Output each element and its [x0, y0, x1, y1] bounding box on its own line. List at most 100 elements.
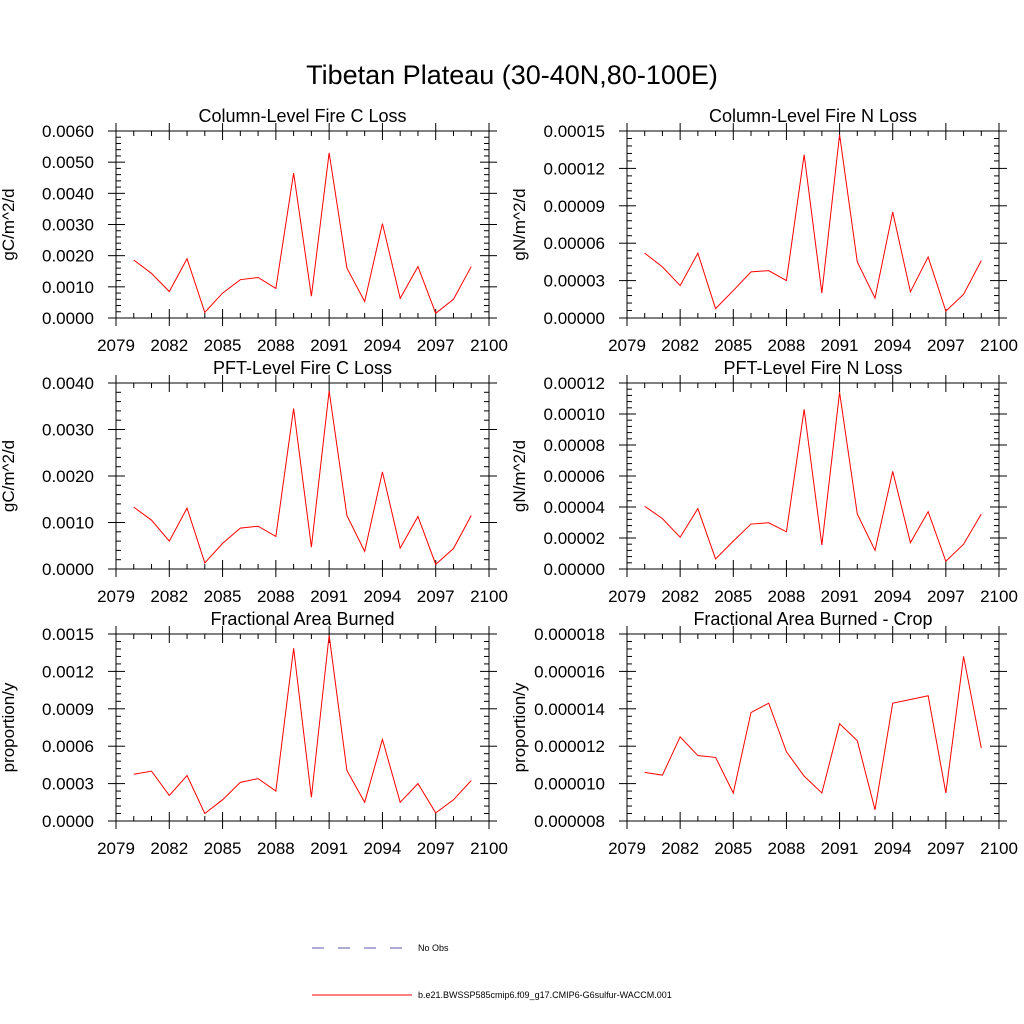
legend-label-obs: No Obs	[418, 943, 449, 953]
panel-2: Column-Level Fire N Loss 2079 2082 2085 2088…	[510, 106, 1018, 355]
y-tick-label: 0.0040	[42, 374, 94, 393]
x-tick-label: 2082	[661, 336, 699, 355]
y-tick-label: 0.0010	[42, 514, 94, 533]
x-tick-label: 2085	[204, 587, 242, 606]
y-tick-label: 0.0050	[42, 153, 94, 172]
panel-4: PFT-Level Fire N Loss 2079 2082 2085 2088 209…	[510, 358, 1018, 606]
y-tick-label: 0.000008	[534, 812, 605, 831]
x-tick-label: 2100	[470, 587, 508, 606]
x-tick-label: 2094	[874, 587, 912, 606]
x-tick-label: 2097	[417, 839, 455, 858]
y-tick-label: 0.00010	[544, 405, 605, 424]
y-tick-label: 0.00000	[544, 560, 605, 579]
x-tick-label: 2091	[821, 839, 859, 858]
y-tick-label: 0.0009	[42, 700, 94, 719]
x-tick-label: 2079	[97, 587, 135, 606]
series-line	[133, 152, 472, 315]
plot-frame	[115, 633, 490, 822]
y-tick-label: 0.0000	[42, 560, 94, 579]
plot-frame	[626, 130, 1000, 319]
y-tick-label: 0.000018	[534, 625, 605, 644]
y-tick-label: 0.000016	[534, 662, 605, 681]
x-tick-label: 2079	[608, 839, 646, 858]
x-tick-label: 2100	[980, 587, 1018, 606]
figure-title: Tibetan Plateau (30-40N,80-100E)	[306, 60, 718, 90]
x-tick-label: 2091	[821, 587, 859, 606]
x-tick-label: 2085	[204, 839, 242, 858]
x-tick-label: 2094	[874, 839, 912, 858]
y-tick-label: 0.0000	[42, 309, 94, 328]
x-tick-label: 2082	[150, 336, 188, 355]
x-tick-label: 2088	[768, 839, 806, 858]
y-tick-label: 0.00006	[544, 234, 605, 253]
y-tick-label: 0.0060	[42, 122, 94, 141]
panel-title: PFT-Level Fire C Loss	[213, 358, 392, 378]
x-tick-label: 2094	[364, 839, 402, 858]
legend-label-model: b.e21.BWSSP585cmip6.f09_g17.CMIP6-G6sulf…	[418, 990, 672, 1000]
x-tick-label: 2100	[470, 336, 508, 355]
y-tick-label: 0.00008	[544, 436, 605, 455]
y-axis-label: gN/m^2/d	[510, 440, 529, 512]
panel-title: Column-Level Fire C Loss	[198, 106, 406, 126]
x-tick-label: 2100	[980, 336, 1018, 355]
plot-frame	[115, 130, 490, 319]
series-line	[133, 635, 472, 815]
legend: No Obs b.e21.BWSSP585cmip6.f09_g17.CMIP6…	[312, 943, 672, 1000]
y-tick-label: 0.0015	[42, 625, 94, 644]
panel-title: PFT-Level Fire N Loss	[723, 358, 902, 378]
x-tick-label: 2079	[97, 336, 135, 355]
y-tick-label: 0.00002	[544, 529, 605, 548]
y-tick-label: 0.0012	[42, 662, 94, 681]
y-tick-label: 0.00000	[544, 309, 605, 328]
series-line	[644, 134, 982, 313]
y-tick-label: 0.00003	[544, 272, 605, 291]
x-tick-label: 2085	[714, 839, 752, 858]
x-tick-label: 2091	[821, 336, 859, 355]
x-tick-label: 2100	[470, 839, 508, 858]
panel-title: Column-Level Fire N Loss	[709, 106, 917, 126]
x-tick-label: 2091	[310, 587, 348, 606]
plot-frame	[626, 633, 1000, 822]
y-tick-label: 0.0000	[42, 812, 94, 831]
y-tick-label: 0.00004	[544, 498, 605, 517]
x-tick-label: 2100	[980, 839, 1018, 858]
x-tick-label: 2091	[310, 336, 348, 355]
y-tick-label: 0.00006	[544, 467, 605, 486]
y-tick-label: 0.00009	[544, 197, 605, 216]
panel-3: PFT-Level Fire C Loss 2079 2082 2085 2088 209…	[0, 358, 508, 606]
panel-5: Fractional Area Burned 2079 2082 2085 2088 20…	[0, 609, 508, 858]
y-axis-label: gC/m^2/d	[0, 188, 18, 260]
x-tick-label: 2079	[608, 336, 646, 355]
x-tick-label: 2091	[310, 839, 348, 858]
y-axis-label: gN/m^2/d	[510, 188, 529, 260]
y-tick-label: 0.000014	[534, 700, 605, 719]
y-tick-label: 0.00012	[544, 159, 605, 178]
y-tick-label: 0.0003	[42, 775, 94, 794]
y-tick-label: 0.00012	[544, 374, 605, 393]
y-tick-label: 0.0020	[42, 247, 94, 266]
x-tick-label: 2097	[927, 587, 965, 606]
panel-title: Fractional Area Burned	[210, 609, 394, 629]
series-line	[644, 392, 982, 563]
series-line	[133, 390, 472, 566]
y-tick-label: 0.0030	[42, 421, 94, 440]
x-tick-label: 2094	[364, 587, 402, 606]
x-tick-label: 2088	[257, 587, 295, 606]
x-tick-label: 2085	[714, 587, 752, 606]
y-tick-label: 0.0020	[42, 467, 94, 486]
y-tick-label: 0.0010	[42, 278, 94, 297]
x-tick-label: 2094	[874, 336, 912, 355]
panel-1: Column-Level Fire C Loss 2079 2082 2085 2088…	[0, 106, 508, 355]
y-tick-label: 0.0030	[42, 216, 94, 235]
chart-panels: Column-Level Fire C Loss 2079 2082 2085 2088…	[0, 106, 1018, 858]
y-tick-label: 0.000012	[534, 737, 605, 756]
x-tick-label: 2082	[661, 587, 699, 606]
x-tick-label: 2088	[768, 587, 806, 606]
x-tick-label: 2097	[927, 839, 965, 858]
x-tick-label: 2082	[150, 839, 188, 858]
x-tick-label: 2088	[257, 839, 295, 858]
x-tick-label: 2088	[768, 336, 806, 355]
panel-title: Fractional Area Burned - Crop	[693, 609, 932, 629]
series-line	[644, 656, 982, 810]
y-tick-label: 0.000010	[534, 775, 605, 794]
